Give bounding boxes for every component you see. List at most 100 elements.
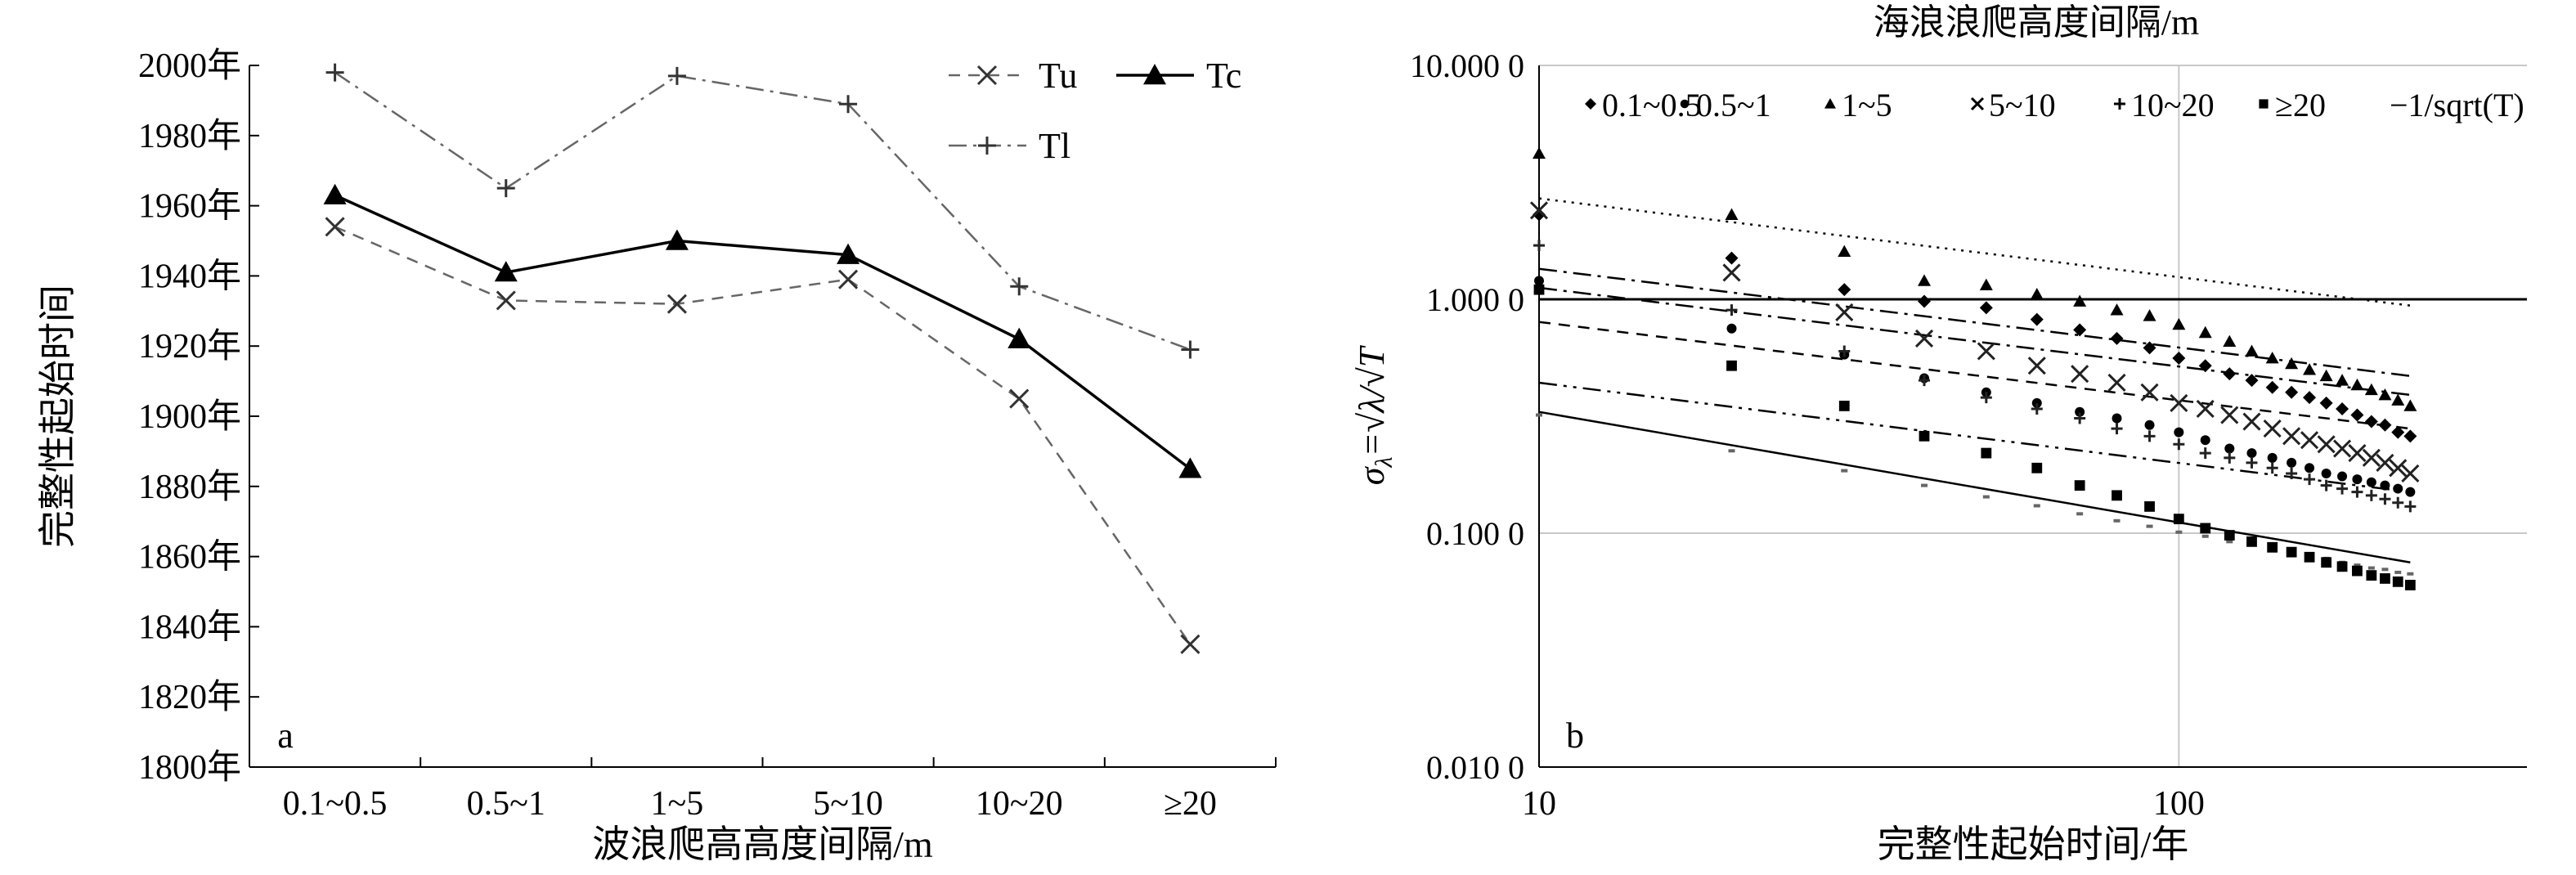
data-point	[2031, 397, 2042, 408]
data-point	[2352, 565, 2363, 577]
data-point	[1838, 345, 1851, 357]
data-point	[2362, 448, 2381, 467]
data-point	[2144, 420, 2155, 430]
data-point	[2198, 359, 2212, 373]
y-tick-suffix: 年	[207, 187, 241, 226]
data-point	[2196, 399, 2215, 419]
bottom-point	[2394, 570, 2402, 574]
y-tick-suffix: 年	[207, 608, 241, 646]
panel-label: b	[1566, 716, 1584, 756]
data-point	[2074, 480, 2085, 491]
legend-label: 10~20	[2131, 87, 2215, 123]
data-point	[1918, 274, 1932, 286]
data-point	[2351, 486, 2363, 498]
data-point	[2365, 489, 2377, 501]
data-point	[1726, 304, 1738, 316]
bottom-point	[1921, 483, 1928, 487]
data-point	[2031, 402, 2043, 415]
data-point	[2304, 463, 2315, 473]
y-tick-label: 1920年	[138, 327, 241, 366]
data-point	[2366, 570, 2377, 581]
series-10~20	[1533, 240, 2417, 513]
data-point	[2348, 444, 2367, 463]
data-point	[2332, 439, 2352, 458]
data-point	[2265, 352, 2279, 364]
x-axis-label: 完整性起始时间/年	[1878, 823, 2189, 865]
data-point	[2246, 448, 2257, 459]
data-point	[2140, 383, 2159, 402]
data-point	[1980, 392, 1992, 404]
data-point	[2223, 334, 2237, 348]
legend-label: 0.5~1	[1696, 87, 1771, 123]
data-point	[2075, 406, 2085, 417]
data-point	[2391, 425, 2405, 439]
bottom-point	[2226, 540, 2233, 544]
data-point	[665, 229, 689, 250]
data-point	[1726, 323, 1737, 334]
data-point	[1979, 278, 1993, 291]
series-1~5	[1533, 146, 2417, 411]
data-point	[2300, 431, 2319, 450]
data-point	[2267, 541, 2278, 553]
data-point	[2073, 323, 2087, 337]
data-point	[2392, 496, 2404, 509]
series-5~10	[1529, 201, 2420, 483]
data-point	[2364, 383, 2378, 396]
data-point	[2030, 312, 2044, 326]
series-Tc	[323, 183, 1202, 478]
data-point	[2303, 391, 2317, 405]
legend-label: ≥20	[2275, 87, 2326, 123]
y-tick-label: 1960年	[138, 187, 241, 226]
data-point	[837, 243, 860, 264]
data-point	[325, 63, 344, 82]
legend-item: Tl	[949, 126, 1070, 166]
y-tick-suffix: 年	[207, 397, 241, 436]
bottom-point	[1841, 469, 1848, 473]
data-point	[2174, 427, 2184, 438]
data-point	[2267, 452, 2278, 463]
data-point	[2143, 430, 2156, 442]
y-tick-label: 10.000 0	[1410, 47, 1524, 84]
data-point	[2173, 514, 2184, 525]
data-point	[838, 269, 859, 289]
legend-item: Tc	[1116, 56, 1241, 96]
data-point	[2224, 530, 2235, 541]
data-point	[2285, 357, 2299, 370]
trend-line-≥20	[1538, 411, 2411, 563]
data-point	[1009, 388, 1030, 409]
data-point	[2027, 357, 2046, 375]
series-0.5~1	[1534, 276, 2416, 497]
data-point	[2350, 408, 2364, 422]
data-point	[325, 217, 345, 237]
data-point	[2110, 303, 2124, 316]
trend-line-0.1~0.5	[1538, 267, 2411, 378]
data-point	[2286, 467, 2298, 479]
bottom-point	[2033, 504, 2040, 508]
y-tick-suffix: 年	[207, 678, 241, 716]
legend-marker	[2259, 99, 2269, 109]
data-point	[839, 95, 858, 114]
legend-marker	[976, 65, 998, 86]
trend-line-5~10	[1538, 286, 2411, 397]
series-line	[334, 226, 1192, 645]
y-label-sub: λ	[1371, 457, 1398, 469]
data-point	[2319, 396, 2333, 410]
legend-marker	[1970, 96, 1985, 111]
bottom-point	[2367, 566, 2375, 570]
y-tick-suffix: 年	[207, 538, 241, 577]
data-point	[2245, 374, 2259, 388]
x-tick-label: 0.5~1	[467, 785, 545, 823]
data-point	[2285, 385, 2299, 399]
data-point	[2073, 294, 2087, 307]
trend-line-1~5	[1538, 197, 2411, 307]
series-0.1~0.5	[1533, 208, 2417, 443]
data-point	[1178, 457, 1202, 478]
y-tick-suffix: 年	[207, 117, 241, 155]
data-point	[2321, 557, 2332, 568]
data-point	[2336, 482, 2349, 495]
data-point	[2403, 399, 2417, 411]
data-point	[2403, 429, 2417, 443]
bottom-point	[1536, 413, 1542, 417]
data-point	[2378, 418, 2392, 432]
